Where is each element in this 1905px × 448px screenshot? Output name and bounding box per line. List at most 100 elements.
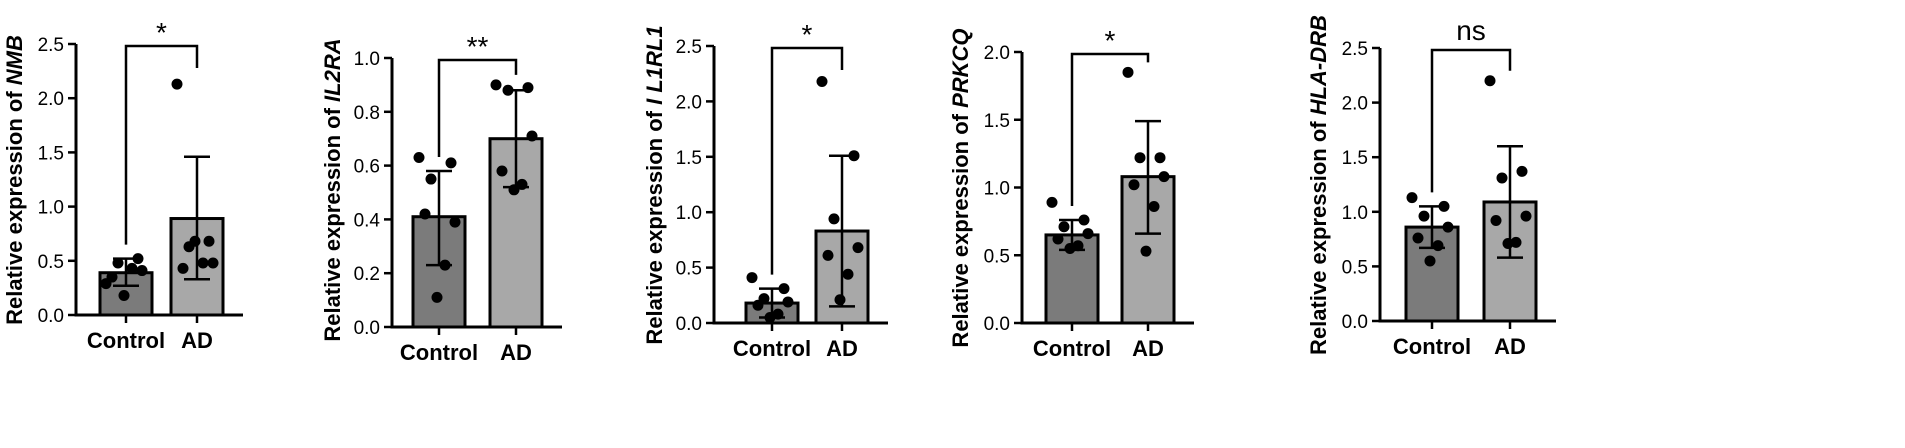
x-tick-label-ad: AD: [1494, 334, 1526, 359]
data-point: [1128, 179, 1140, 191]
y-tick-label: 0.5: [984, 246, 1010, 267]
data-point: [1424, 255, 1436, 267]
y-tick-label: 2.0: [676, 92, 702, 113]
data-point: [746, 272, 758, 284]
data-point: [1058, 221, 1070, 233]
data-point: [177, 262, 189, 274]
y-tick-label: 1.0: [676, 203, 702, 224]
y-axis-label-prefix: Relative expression of: [948, 108, 973, 348]
x-tick-label-control: Control: [733, 336, 811, 361]
data-point: [822, 249, 834, 261]
data-point: [189, 235, 201, 247]
data-point: [1134, 152, 1146, 164]
data-point: [207, 257, 219, 269]
data-point: [1046, 196, 1058, 208]
data-point: [1502, 237, 1514, 249]
significance-bracket: [124, 44, 199, 245]
data-point: [425, 173, 437, 185]
y-tick-label: 2.0: [38, 89, 64, 110]
data-point: [126, 262, 138, 274]
y-tick-label: 1.5: [38, 143, 64, 164]
data-point: [1520, 210, 1532, 222]
y-tick-label: 2.5: [1342, 39, 1368, 60]
data-point: [1484, 75, 1496, 87]
data-point: [764, 311, 776, 323]
data-point: [848, 150, 860, 162]
data-point: [106, 271, 118, 283]
x-tick-label-control: Control: [400, 340, 478, 365]
significance-label: *: [1105, 25, 1116, 56]
data-point: [1418, 210, 1430, 222]
data-point: [816, 75, 828, 87]
y-axis-label-gene: PRKCQ: [948, 28, 973, 107]
significance-bracket: [1430, 48, 1512, 193]
data-point: [1064, 242, 1076, 254]
significance-label: *: [156, 17, 167, 48]
significance-label: **: [467, 31, 489, 62]
y-tick-label: 1.5: [676, 148, 702, 169]
data-point: [752, 299, 764, 311]
y-tick-label: 1.0: [38, 198, 64, 219]
data-point: [136, 265, 148, 277]
y-tick-label: 2.0: [984, 43, 1010, 64]
y-axis-label-gene: HLA-DRB: [1306, 15, 1331, 115]
y-tick-label: 2.5: [676, 37, 702, 58]
chart-panel-2: ** 0.0 0.2 0.4 0.6 0.8 1.0 Control AD Relative ex…: [320, 31, 562, 365]
y-tick-label: 0.5: [676, 259, 702, 280]
data-point: [413, 152, 425, 164]
x-tick-label-control: Control: [87, 328, 165, 353]
significance-bracket: [770, 46, 844, 275]
data-point: [118, 289, 130, 301]
y-axis-label: Relative expression of IL2RA: [320, 38, 345, 341]
data-point: [1148, 200, 1160, 212]
data-point: [431, 291, 443, 303]
data-point: [1140, 245, 1152, 257]
data-point: [778, 283, 790, 295]
data-point: [419, 208, 431, 220]
significance-label: *: [802, 19, 813, 50]
data-point: [1438, 200, 1450, 212]
y-axis-label-gene: I L1RL1: [642, 25, 667, 104]
data-point: [834, 294, 846, 306]
data-point: [112, 257, 124, 269]
y-tick-label: 1.5: [984, 111, 1010, 132]
data-point: [1490, 215, 1502, 227]
chart-panel-5: ns 0.0 0.5 1.0 1.5 2.0 2.5 Control AD Relative ex…: [1306, 15, 1556, 359]
data-point: [449, 216, 461, 228]
data-point: [526, 130, 538, 142]
data-point: [203, 235, 215, 247]
data-point: [439, 259, 451, 271]
data-point: [1432, 240, 1444, 252]
significance-label: ns: [1456, 15, 1486, 46]
y-tick-label: 1.5: [1342, 148, 1368, 169]
data-point: [445, 157, 457, 169]
y-tick-label: 0.0: [38, 306, 64, 327]
y-tick-label: 2.5: [38, 35, 64, 56]
y-tick-label: 0.6: [354, 157, 380, 178]
data-point: [1078, 214, 1090, 226]
y-tick-label: 0.0: [676, 314, 702, 335]
data-point: [502, 84, 514, 96]
y-axis-label: Relative expression of PRKCQ: [948, 28, 973, 347]
data-point: [1158, 171, 1170, 183]
y-tick-label: 0.8: [354, 103, 380, 124]
y-tick-label: 0.4: [354, 210, 381, 231]
x-tick-label-ad: AD: [826, 336, 858, 361]
y-tick-label: 1.0: [1342, 203, 1368, 224]
y-axis-label-prefix: Relative expression of: [2, 85, 27, 325]
data-point: [1412, 232, 1424, 244]
y-axis-label: Relative expression of HLA-DRB: [1306, 15, 1331, 355]
data-point: [516, 178, 528, 190]
x-tick-label-ad: AD: [181, 328, 213, 353]
data-point: [828, 213, 840, 225]
x-tick-label-control: Control: [1393, 334, 1471, 359]
data-point: [1154, 152, 1166, 164]
x-tick-label-ad: AD: [500, 340, 532, 365]
chart-panel-4: * 0.0 0.5 1.0 1.5 2.0 Control AD Relative expres…: [948, 25, 1194, 361]
y-axis-label-prefix: Relative expression of: [1306, 115, 1331, 355]
y-axis-label-gene: IL2RA: [320, 38, 345, 102]
data-point: [852, 242, 864, 254]
data-point: [782, 296, 794, 308]
data-point: [490, 79, 502, 91]
